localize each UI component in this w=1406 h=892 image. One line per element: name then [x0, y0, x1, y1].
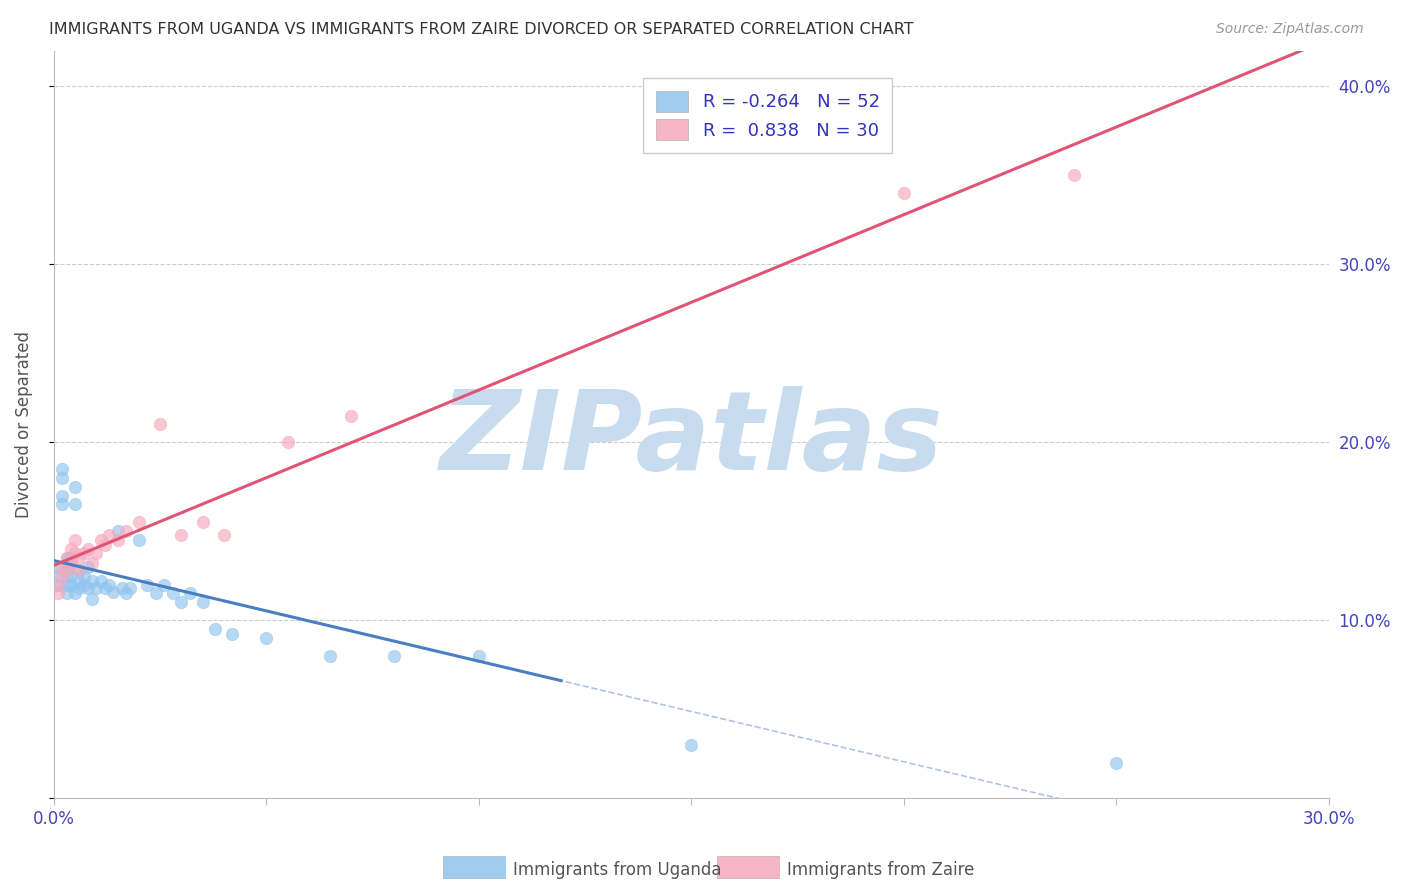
- FancyBboxPatch shape: [443, 855, 506, 879]
- Point: [111, 581, 134, 595]
- Point: [170, 595, 193, 609]
- Point: [51, 471, 73, 485]
- Point: [94, 538, 117, 552]
- Text: Source: ZipAtlas.com: Source: ZipAtlas.com: [1216, 22, 1364, 37]
- Point: [1105, 756, 1128, 770]
- Point: [136, 577, 159, 591]
- Point: [893, 186, 915, 200]
- Point: [170, 527, 193, 541]
- Point: [59, 568, 82, 582]
- Point: [115, 524, 138, 539]
- Text: Immigrants from Uganda: Immigrants from Uganda: [513, 861, 721, 879]
- Point: [67, 550, 90, 565]
- FancyBboxPatch shape: [717, 855, 780, 879]
- Legend: R = -0.264   N = 52, R =  0.838   N = 30: R = -0.264 N = 52, R = 0.838 N = 30: [643, 78, 893, 153]
- Point: [55, 568, 77, 582]
- Point: [63, 480, 86, 494]
- Point: [149, 417, 172, 432]
- Point: [681, 738, 703, 752]
- Point: [51, 559, 73, 574]
- Point: [76, 541, 98, 556]
- Point: [59, 550, 82, 565]
- Point: [46, 586, 69, 600]
- Point: [80, 574, 103, 588]
- Point: [98, 577, 121, 591]
- Point: [120, 581, 142, 595]
- Point: [55, 563, 77, 577]
- Point: [72, 577, 94, 591]
- Point: [67, 581, 90, 595]
- Point: [76, 559, 98, 574]
- Point: [1063, 168, 1085, 182]
- Point: [67, 563, 90, 577]
- Point: [340, 409, 363, 423]
- Point: [80, 591, 103, 606]
- Point: [94, 581, 117, 595]
- Point: [221, 627, 243, 641]
- Point: [46, 559, 69, 574]
- Point: [191, 516, 214, 530]
- Point: [46, 577, 69, 591]
- Y-axis label: Divorced or Separated: Divorced or Separated: [15, 331, 32, 518]
- Point: [107, 533, 129, 547]
- Point: [468, 648, 491, 663]
- Point: [128, 533, 150, 547]
- Point: [115, 586, 138, 600]
- Point: [51, 498, 73, 512]
- Point: [191, 595, 214, 609]
- Point: [72, 545, 94, 559]
- Point: [153, 577, 176, 591]
- Point: [67, 563, 90, 577]
- Point: [212, 527, 235, 541]
- Point: [63, 545, 86, 559]
- Point: [80, 556, 103, 570]
- Point: [128, 516, 150, 530]
- Point: [55, 586, 77, 600]
- Point: [63, 498, 86, 512]
- Point: [162, 586, 184, 600]
- Point: [86, 581, 108, 595]
- Point: [51, 462, 73, 476]
- Point: [51, 489, 73, 503]
- Point: [63, 533, 86, 547]
- Point: [319, 648, 342, 663]
- Point: [98, 527, 121, 541]
- Point: [204, 622, 226, 636]
- Point: [55, 550, 77, 565]
- Point: [55, 559, 77, 574]
- Point: [46, 568, 69, 582]
- Point: [55, 577, 77, 591]
- Point: [59, 556, 82, 570]
- Point: [254, 631, 277, 645]
- Point: [63, 586, 86, 600]
- Point: [145, 586, 167, 600]
- Point: [179, 586, 201, 600]
- Text: IMMIGRANTS FROM UGANDA VS IMMIGRANTS FROM ZAIRE DIVORCED OR SEPARATED CORRELATIO: IMMIGRANTS FROM UGANDA VS IMMIGRANTS FRO…: [49, 22, 914, 37]
- Point: [76, 581, 98, 595]
- Point: [103, 584, 125, 599]
- Point: [277, 435, 299, 450]
- Point: [72, 568, 94, 582]
- Point: [59, 541, 82, 556]
- Point: [46, 577, 69, 591]
- Point: [51, 568, 73, 582]
- Point: [382, 648, 405, 663]
- Point: [67, 574, 90, 588]
- Point: [107, 524, 129, 539]
- Point: [55, 550, 77, 565]
- Text: Immigrants from Zaire: Immigrants from Zaire: [787, 861, 974, 879]
- Point: [90, 574, 112, 588]
- Point: [59, 577, 82, 591]
- Text: ZIPatlas: ZIPatlas: [440, 386, 943, 493]
- Point: [90, 533, 112, 547]
- Point: [86, 545, 108, 559]
